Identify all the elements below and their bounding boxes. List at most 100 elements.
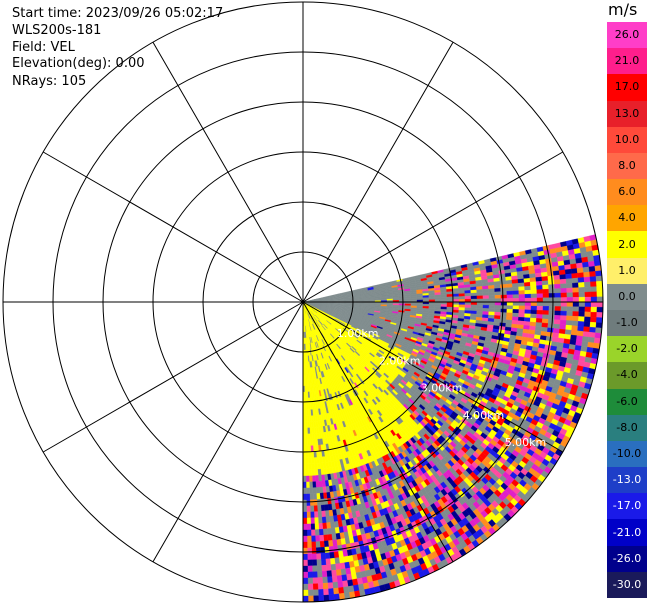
velocity-gate xyxy=(577,272,585,279)
velocity-gate xyxy=(327,540,334,547)
velocity-gate xyxy=(482,304,490,309)
velocity-gate xyxy=(458,293,466,297)
velocity-gate xyxy=(321,564,327,572)
velocity-gate xyxy=(596,296,604,303)
velocity-gate xyxy=(530,285,537,291)
velocity-gate xyxy=(319,540,325,548)
velocity-gate xyxy=(590,316,597,323)
velocity-gate xyxy=(524,293,532,299)
velocity-gate xyxy=(590,286,597,293)
velocity-gate xyxy=(570,268,578,274)
velocity-gate xyxy=(529,317,537,323)
velocity-gate xyxy=(564,329,572,336)
velocity-gate xyxy=(322,528,328,536)
velocity-gate xyxy=(578,306,586,312)
velocity-gate xyxy=(554,283,561,289)
velocity-gate xyxy=(325,564,332,572)
velocity-gate xyxy=(564,264,572,270)
velocity-gate xyxy=(398,298,406,301)
velocity-gate xyxy=(464,290,471,294)
velocity-gate xyxy=(569,258,577,265)
velocity-gate xyxy=(535,280,543,286)
velocity-gate xyxy=(596,301,604,308)
velocity-gate xyxy=(554,301,562,307)
velocity-gate xyxy=(494,311,501,316)
velocity-gate xyxy=(571,277,579,284)
velocity-gate xyxy=(434,294,442,298)
velocity-gate xyxy=(494,291,502,296)
velocity-gate xyxy=(512,290,520,295)
velocity-gate xyxy=(512,294,520,299)
velocity-gate xyxy=(347,585,355,593)
velocity-gate xyxy=(311,463,315,470)
velocity-gate xyxy=(559,274,567,280)
velocity-gate xyxy=(341,574,348,582)
velocity-gate xyxy=(575,257,583,264)
velocity-gate xyxy=(584,286,591,293)
velocity-gate xyxy=(547,271,554,277)
velocity-gate xyxy=(422,295,430,298)
velocity-gate xyxy=(565,324,573,331)
velocity-gate xyxy=(464,295,472,300)
velocity-gate xyxy=(595,322,603,329)
velocity-gate xyxy=(552,265,560,272)
velocity-gate xyxy=(488,291,496,296)
velocity-gate xyxy=(310,439,314,446)
velocity-gate xyxy=(559,278,567,285)
velocity-gate xyxy=(464,307,472,311)
velocity-gate xyxy=(577,321,585,327)
velocity-gate xyxy=(582,261,590,268)
velocity-gate xyxy=(576,335,584,342)
velocity-gate xyxy=(452,304,460,308)
velocity-gate xyxy=(321,510,326,518)
velocity-gate xyxy=(518,294,526,299)
velocity-gate xyxy=(518,313,525,318)
velocity-gate xyxy=(321,516,327,524)
velocity-gate xyxy=(530,313,537,319)
velocity-gate xyxy=(482,311,489,316)
velocity-gate xyxy=(500,291,508,296)
velocity-gate xyxy=(578,292,586,298)
velocity-gate xyxy=(329,551,335,559)
velocity-gate xyxy=(588,336,595,344)
velocity-gate xyxy=(529,281,537,287)
velocity-gate xyxy=(326,522,331,529)
velocity-gate xyxy=(416,297,424,301)
velocity-gate xyxy=(554,297,562,303)
velocity-gate xyxy=(494,284,501,289)
velocity-gate xyxy=(560,310,567,316)
velocity-gate xyxy=(572,301,580,307)
velocity-gate xyxy=(337,581,344,589)
velocity-gate xyxy=(566,283,573,289)
velocity-gate xyxy=(494,298,502,303)
velocity-gate xyxy=(548,293,556,298)
velocity-gate xyxy=(310,451,315,458)
velocity-gate xyxy=(588,260,595,268)
velocity-gate xyxy=(541,271,548,278)
velocity-gate xyxy=(331,575,338,583)
velocity-gate xyxy=(319,534,325,542)
velocity-gate xyxy=(333,551,340,559)
velocity-gate xyxy=(542,306,550,311)
velocity-gate xyxy=(566,311,573,317)
velocity-gate xyxy=(316,565,322,572)
velocity-gate xyxy=(470,304,478,309)
velocity-gate xyxy=(548,297,556,303)
velocity-gate xyxy=(548,301,556,307)
velocity-gate xyxy=(323,540,329,548)
velocity-gate xyxy=(500,287,507,292)
velocity-gate xyxy=(588,331,596,338)
velocity-gate xyxy=(542,314,549,320)
velocity-gate xyxy=(523,321,531,326)
velocity-gate xyxy=(570,263,578,270)
velocity-gate xyxy=(542,301,550,307)
velocity-gate xyxy=(311,457,315,464)
velocity-gate xyxy=(326,570,332,578)
velocity-gate xyxy=(434,297,442,300)
velocity-gate xyxy=(552,270,560,276)
velocity-gate xyxy=(536,293,544,299)
velocity-gate xyxy=(410,297,418,301)
velocity-gate xyxy=(552,328,560,334)
velocity-gate xyxy=(317,505,322,512)
velocity-gate xyxy=(416,303,424,307)
